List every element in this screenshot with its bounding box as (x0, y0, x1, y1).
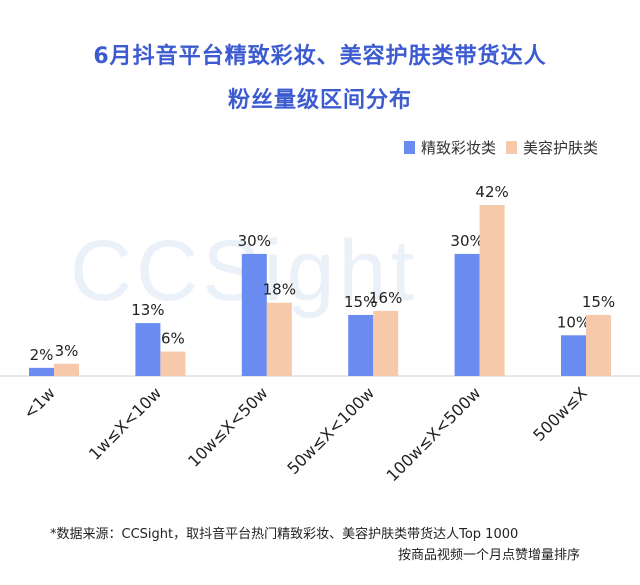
x-tick-label-2: 10w≤X<50w (184, 383, 271, 470)
bar-2-2 (266, 302, 292, 376)
data-label-1-2: 30% (238, 232, 271, 250)
chart-title-line1: 6月抖音平台精致彩妆、美容护肤类带货达人 (93, 44, 547, 69)
bar-1-0 (29, 367, 54, 376)
data-label-1-0: 2% (30, 346, 54, 364)
legend-item-series1: 精致彩妆类 (404, 137, 496, 158)
footnote-line1: *数据来源：CCSight，取抖音平台热门精致彩妆、美容护肤类带货达人Top 1… (50, 527, 519, 542)
bar-1-5 (561, 335, 586, 376)
legend-swatch-series1 (404, 141, 415, 154)
bar-2-3 (373, 310, 399, 376)
bar-2-0 (54, 363, 79, 376)
legend-swatch-series2 (506, 141, 518, 154)
data-label-2-1: 6% (161, 330, 185, 348)
bar-1-3 (348, 314, 374, 376)
chart-title-line2: 粉丝量级区间分布 (227, 88, 412, 113)
data-label-1-3: 15% (344, 293, 377, 311)
data-label-2-2: 18% (263, 281, 296, 299)
x-tick-label-1: 1w≤X<10w (85, 383, 165, 463)
bar-2-1 (160, 351, 186, 376)
footnote-line2: 按商品视频一个月点赞增量排序 (398, 548, 581, 563)
bar-1-2 (241, 253, 267, 376)
data-label-2-0: 3% (55, 342, 79, 360)
bar-2-5 (586, 314, 611, 376)
legend-item-series2: 美容护肤类 (506, 137, 598, 158)
data-label-2-3: 16% (369, 289, 402, 307)
x-tick-label-3: 50w≤X<100w (283, 383, 378, 478)
bar-1-1 (135, 323, 161, 376)
data-label-2-5: 15% (582, 293, 615, 311)
data-label-1-5: 10% (557, 313, 590, 331)
data-label-2-4: 42% (475, 183, 508, 201)
x-tick-label-0: <1w (19, 383, 58, 422)
legend-label-series2: 美容护肤类 (523, 139, 599, 157)
x-tick-label-4: 100w≤X<500w (383, 383, 485, 485)
bar-2-4 (479, 205, 505, 376)
legend-label-series1: 精致彩妆类 (421, 139, 497, 157)
data-label-1-1: 13% (131, 301, 164, 319)
x-tick-label-5: 500w≤X (529, 383, 591, 445)
data-label-1-4: 30% (450, 232, 483, 250)
bar-1-4 (454, 253, 480, 376)
legend: 精致彩妆类 美容护肤类 (404, 137, 608, 158)
